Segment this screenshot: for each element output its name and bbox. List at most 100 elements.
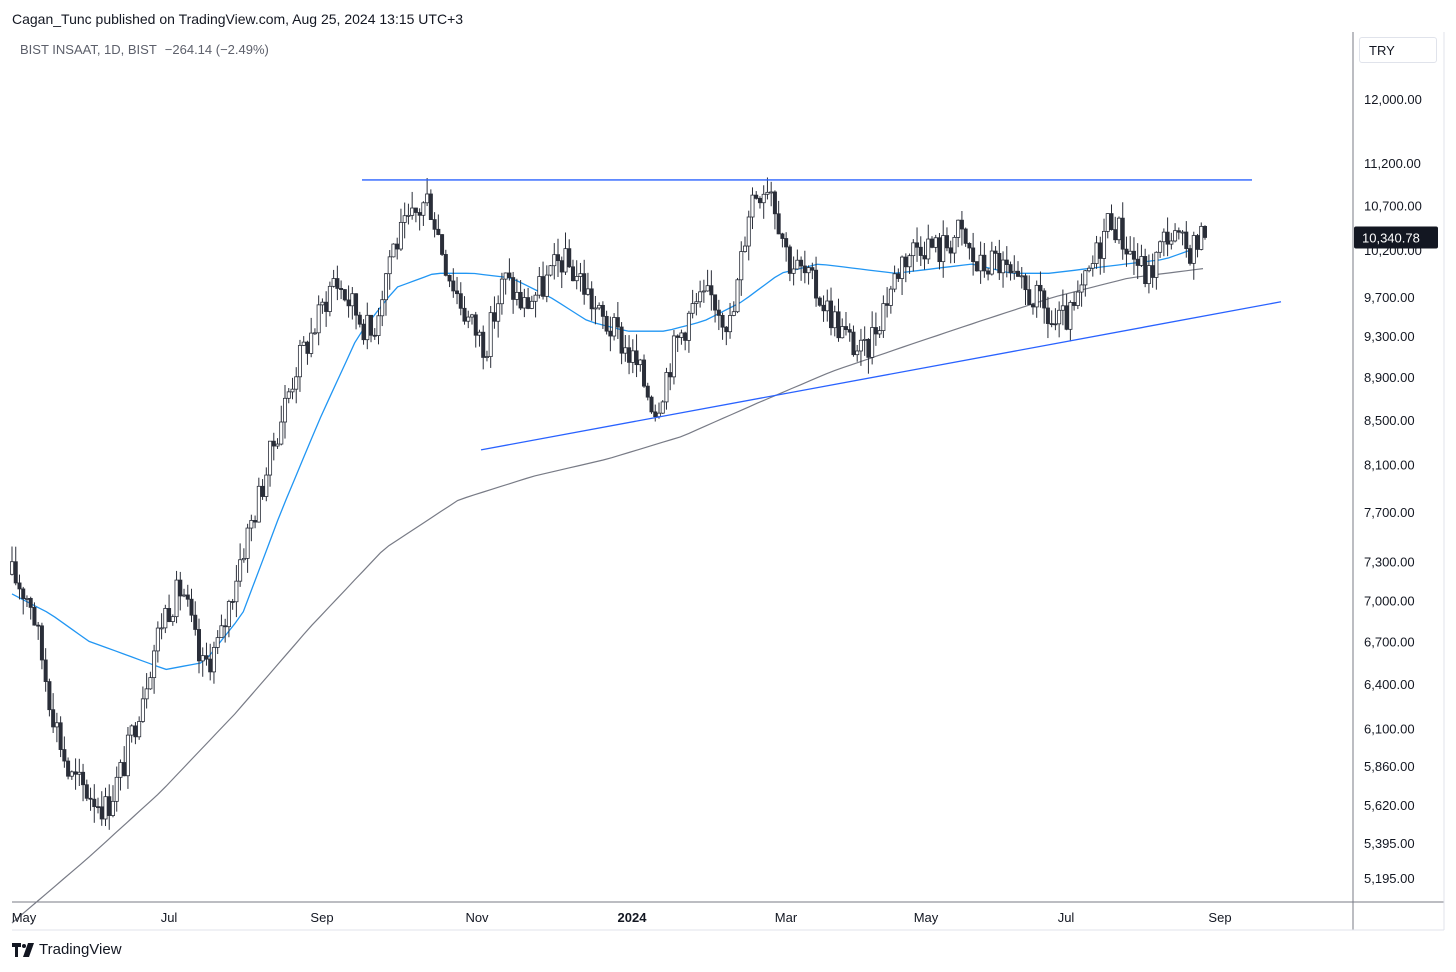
candle-body (743, 245, 748, 252)
candle-body (716, 309, 721, 316)
candle (533, 292, 538, 318)
candle (829, 287, 834, 336)
support-trendline[interactable] (480, 301, 1282, 451)
candle (279, 405, 284, 446)
candle-body (122, 762, 127, 777)
candle-body (114, 776, 119, 802)
candle-body (1203, 225, 1208, 238)
candle-body (402, 215, 407, 223)
candle (1060, 289, 1065, 326)
candle (159, 613, 164, 640)
price-tick-label: 8,100.00 (1364, 458, 1415, 473)
price-tick-label: 10,700.00 (1364, 199, 1422, 214)
time-axis[interactable]: May Jul Sep Nov 2024 Mar May Jul Sep (12, 910, 1232, 925)
candle-body (238, 559, 243, 582)
candle-body (866, 338, 871, 358)
candle (1001, 251, 1006, 288)
candle (671, 330, 676, 385)
candle (264, 467, 269, 502)
tradingview-logo[interactable]: TradingView (12, 941, 122, 958)
candle-body (514, 291, 519, 300)
price-axis[interactable]: 12,000.0011,200.0010,700.0010,200.009,70… (1364, 92, 1422, 886)
candle (1102, 218, 1107, 273)
price-tick-label: 6,100.00 (1364, 722, 1415, 737)
candle (140, 686, 145, 723)
candle (1165, 217, 1170, 257)
candle (1139, 244, 1144, 268)
candle-body (357, 314, 362, 325)
candle-body (1146, 265, 1151, 285)
candle (133, 722, 138, 745)
candle-body (761, 193, 766, 204)
candle-body (51, 709, 56, 728)
ma-slow-line (11, 268, 1204, 924)
candle (873, 312, 878, 346)
candle (443, 249, 448, 277)
candle (380, 290, 385, 327)
candle (1042, 288, 1047, 324)
time-tick-label: Jul (161, 910, 178, 925)
candle (739, 241, 744, 296)
candle-body (922, 255, 927, 260)
candle-body (933, 237, 938, 248)
candle (17, 574, 22, 600)
candle-body (1004, 259, 1009, 266)
candle-body (383, 273, 388, 301)
candle-body (466, 316, 471, 322)
last-price-badge: 10,340.78 (1354, 226, 1438, 249)
candle (484, 350, 489, 362)
candle-body (1150, 265, 1155, 278)
candle (754, 191, 759, 200)
candle (294, 367, 299, 404)
candle-body (1169, 240, 1174, 245)
candle (986, 267, 991, 281)
candle (309, 317, 314, 358)
candle (743, 236, 748, 253)
candle-body (92, 798, 97, 808)
candle-body (735, 279, 740, 313)
candle-body (630, 350, 635, 363)
candle-body (1143, 256, 1148, 285)
candle-body (451, 280, 456, 292)
candle-body (1131, 250, 1136, 260)
candle-body (750, 194, 755, 218)
candle-body (929, 238, 934, 248)
candle-body (1023, 275, 1028, 291)
candle-body (776, 213, 781, 235)
candle (664, 367, 669, 410)
candle-body (638, 359, 643, 366)
candle-body (728, 315, 733, 333)
candle (503, 272, 508, 295)
candle (137, 716, 142, 740)
candle-body (769, 191, 774, 194)
candle (238, 543, 243, 587)
candle (301, 336, 306, 347)
candle (440, 234, 445, 257)
candle-body (167, 608, 172, 623)
candle (1049, 310, 1054, 328)
candle-body (541, 276, 546, 297)
candle-body (840, 326, 845, 339)
candle-body (1016, 270, 1021, 277)
candle-body (810, 267, 815, 271)
candle-body (294, 376, 299, 390)
candle-body (757, 198, 762, 204)
trendlines-layer[interactable] (362, 179, 1282, 451)
candle (77, 758, 82, 787)
candle (642, 354, 647, 388)
candle-body (144, 688, 149, 700)
candle (144, 673, 149, 709)
candle (675, 334, 680, 352)
candle-body (488, 312, 493, 357)
candle (417, 208, 422, 231)
candle-body (952, 237, 957, 254)
candle-body (440, 234, 445, 255)
candle (1150, 253, 1155, 288)
symbol-legend[interactable]: BIST INSAAT, 1D, BIST −264.14 (−2.49%) (20, 42, 269, 57)
candle-body (189, 598, 194, 616)
candle-body (821, 304, 826, 312)
chart-frame (12, 32, 1445, 931)
currency-button[interactable]: TRY (1359, 37, 1437, 63)
candle-body (118, 762, 123, 778)
